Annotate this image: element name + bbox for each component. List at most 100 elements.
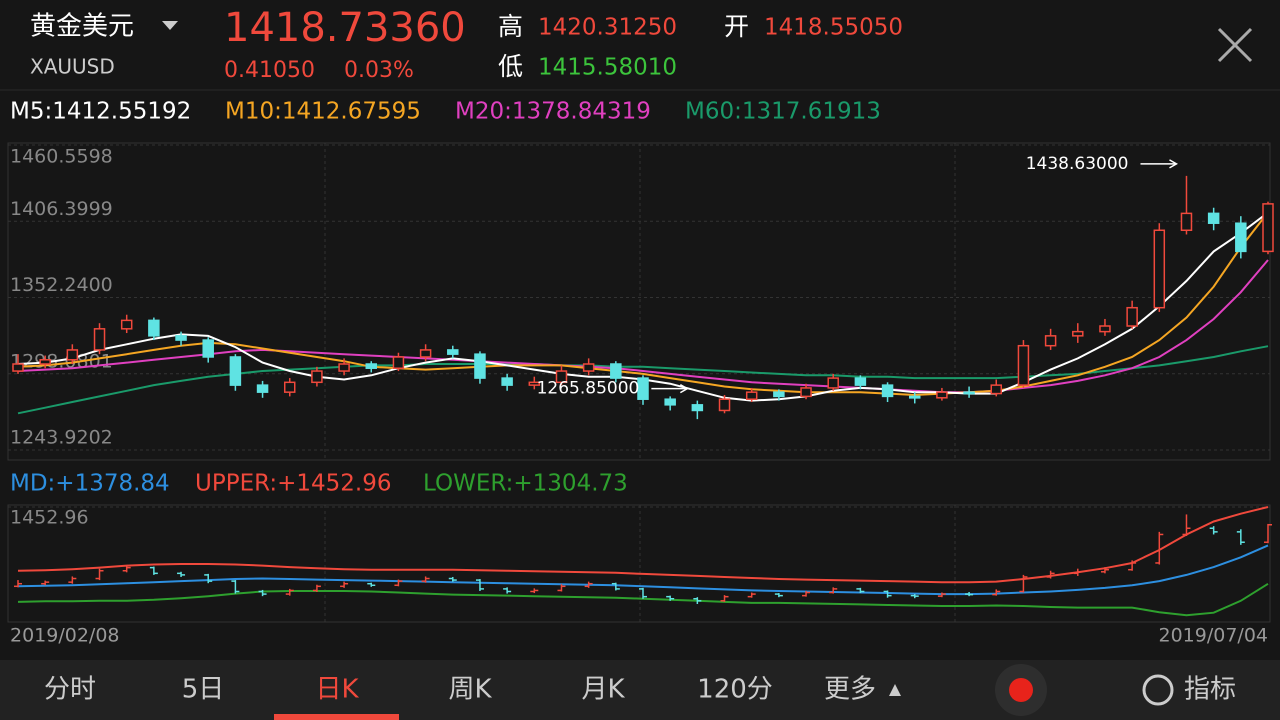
line-series	[17, 544, 1269, 596]
legend-entry: LOWER:+1304.73	[423, 471, 628, 497]
candle-body	[392, 356, 405, 369]
vertical-grid	[324, 143, 956, 622]
tab[interactable]: 日K	[315, 675, 359, 705]
instrument-code: XAUUSD	[30, 55, 115, 79]
tab[interactable]: 分时	[44, 675, 96, 705]
tab[interactable]: 5日	[182, 675, 225, 705]
y-tick-label: 1352.2400	[10, 274, 113, 296]
candle-body	[283, 381, 296, 393]
candle-body	[1072, 330, 1084, 337]
candle-body	[881, 384, 894, 398]
candle-body	[120, 319, 133, 330]
indicator-panel	[7, 504, 1271, 623]
legend-entry: UPPER:+1452.96	[195, 471, 392, 497]
instrument-name[interactable]: 黄金美元	[30, 12, 134, 42]
candle-body	[555, 370, 568, 384]
candle-body	[1099, 325, 1111, 333]
candle-body	[12, 363, 24, 372]
legend-entry: MD:+1378.84	[10, 471, 170, 497]
candle-body	[718, 398, 731, 412]
candle-body	[202, 339, 214, 358]
candle-body	[637, 377, 649, 400]
tab[interactable]: 周K	[448, 675, 492, 705]
indicator-icon[interactable]	[1142, 674, 1174, 706]
open-label: 开	[724, 12, 749, 41]
y-tick-label: 1243.9202	[10, 427, 113, 449]
legend-entry: M5:1412.55192	[10, 99, 191, 125]
change: 0.41050	[224, 58, 315, 83]
candle-body	[39, 359, 51, 365]
open-value: 1418.55050	[764, 15, 903, 41]
high-label: 高	[498, 12, 523, 41]
change-pct: 0.03%	[344, 58, 414, 83]
candle-body	[854, 377, 867, 386]
candle-body	[1180, 212, 1193, 232]
candle-body	[745, 391, 758, 400]
legend-entry: M60:1317.61913	[685, 99, 881, 125]
candle-body	[256, 384, 269, 393]
candle-body	[800, 387, 812, 398]
candle-body	[311, 370, 323, 384]
candle-body	[691, 404, 704, 412]
legend-entry: M20:1378.84319	[455, 99, 651, 125]
low-label: 低	[498, 52, 523, 81]
candle-body	[1235, 222, 1247, 253]
legend-entry: M10:1412.67595	[225, 99, 421, 125]
candle-body	[582, 363, 595, 372]
candle-body	[1262, 203, 1274, 253]
tab[interactable]: 120分	[697, 675, 773, 705]
candle-body	[229, 356, 242, 386]
tab[interactable]: 月K	[581, 675, 625, 705]
date-end: 2019/07/04	[1158, 625, 1268, 647]
line-series	[17, 506, 1269, 584]
dropdown-arrow[interactable]	[162, 21, 178, 30]
candle-body	[664, 398, 676, 406]
y-tick-label: 1460.5598	[10, 146, 113, 168]
candle-body	[1044, 335, 1057, 347]
candle-body	[66, 349, 79, 361]
candle-body	[1153, 229, 1166, 309]
candle-body	[1207, 212, 1220, 224]
candle-body	[773, 391, 785, 398]
high-value: 1420.31250	[538, 15, 677, 41]
candle-body	[338, 363, 350, 372]
low-value: 1415.58010	[538, 55, 677, 81]
y-tick-label: 1452.96	[10, 507, 89, 529]
tab-bar	[0, 660, 1280, 720]
y-tick-label: 1406.3999	[10, 198, 113, 220]
candle-body	[365, 363, 378, 369]
price-panel	[7, 142, 1271, 461]
annotation-text: 1438.63000	[1026, 154, 1129, 174]
candle-body	[1126, 306, 1138, 327]
annotation-text: 1265.85000	[537, 379, 640, 399]
candle-body	[474, 353, 486, 379]
record-dot	[1009, 678, 1033, 702]
candle-body	[175, 335, 187, 341]
indicator-tab[interactable]: 指标	[1184, 675, 1236, 705]
candle-body	[963, 391, 975, 395]
candle-body	[610, 363, 622, 379]
candle-body	[1017, 344, 1030, 386]
annotation-arrowhead	[679, 383, 689, 394]
annotation-arrowhead	[1169, 159, 1178, 169]
date-start: 2019/02/08	[10, 625, 120, 647]
line-series	[17, 259, 1269, 394]
last-price: 1418.73360	[224, 5, 466, 51]
close-button[interactable]	[1217, 27, 1253, 63]
more-arrow	[889, 684, 901, 696]
candle-body	[419, 349, 432, 358]
tab[interactable]: 更多	[824, 675, 876, 705]
active-tab-indicator	[274, 714, 399, 720]
candle-body	[990, 384, 1003, 395]
candle-body	[528, 381, 541, 386]
line-series	[17, 345, 1269, 415]
candle-body	[93, 328, 106, 351]
candle-body	[827, 377, 839, 389]
candle-body	[936, 391, 948, 399]
candle-body	[908, 395, 921, 399]
candle-body	[447, 349, 459, 355]
candle-body	[501, 377, 513, 386]
candle-body	[148, 319, 160, 337]
